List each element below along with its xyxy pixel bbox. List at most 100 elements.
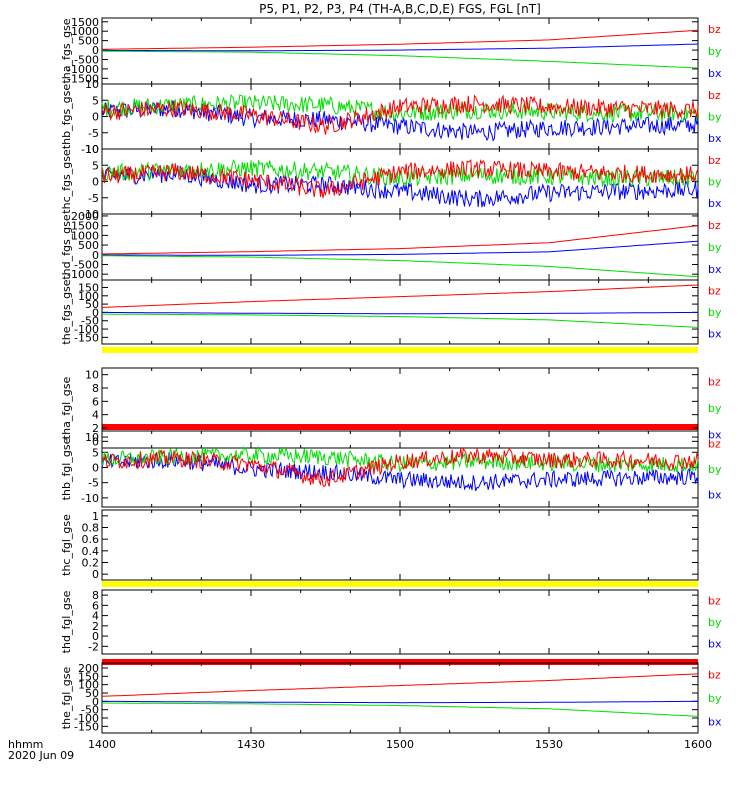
legend-bx: bx [708,327,722,340]
y-tick-label: -150 [74,720,99,733]
y-tick-label: 0 [92,435,99,448]
y-tick-label: -5 [88,127,99,140]
y-tick-label: 6 [92,599,99,612]
y-tick-label: 0 [92,695,99,708]
legend-by: by [708,111,722,124]
y-tick-label: -100 [74,323,99,336]
series-bz-line [101,29,699,50]
time-axis-label: hhmm [8,738,43,751]
y-tick-label: 10 [85,143,99,156]
y-tick-label: 0 [92,568,99,581]
y-tick-label: 0.4 [82,545,100,558]
legend-bz: bz [708,154,721,167]
legend-by: by [708,463,722,476]
series-by-line [102,313,699,328]
divider-bar [102,581,698,587]
y-tick-label: 0 [92,630,99,643]
panel-frame [101,279,699,345]
time-tick-labels: 1400 1430 1500 1530 1600 [88,738,712,751]
y-tick-label: 0 [92,306,99,319]
y-axis-label: thb_fgs_gse [60,84,73,150]
legend-bz: bz [708,219,721,232]
y-tick-label: -10 [81,492,99,505]
y-tick-label: -1500 [67,72,99,85]
y-tick-label: -500 [74,53,99,66]
legend-bx: bx [708,197,722,210]
y-tick-label: -150 [74,331,99,344]
y-tick-label: 2000 [71,210,99,223]
divider-bar [102,424,698,430]
divider-bar [102,347,698,353]
y-tick-label: 0 [92,44,99,57]
y-tick-label: -50 [81,315,99,328]
y-tick-label: 200 [78,662,99,675]
panel-thc_fgs_gse: 10 5 0 -5 -10 thc_fgs_gse bz by bx [60,143,722,221]
y-tick-label: 1500 [71,220,99,233]
y-tick-label: 8 [92,589,99,602]
y-tick-label: 4 [92,610,99,623]
y-axis-label: tha_fgl_gse [60,377,73,440]
y-tick-label: -1000 [67,268,99,281]
legend-bx: bx [708,488,722,501]
y-axis-label: the_fgl_gse [60,667,73,730]
legend-by: by [708,241,722,254]
y-tick-label: 50 [85,298,99,311]
series-by-line [101,445,699,473]
y-tick-label: 0 [92,249,99,262]
legend-bx: bx [708,132,722,145]
y-tick-label: 0.6 [82,533,100,546]
series-bx-line [101,165,699,208]
legend-bz: bz [708,438,721,451]
y-tick-label: 5 [92,159,99,172]
legend-by: by [708,306,722,319]
series-bz-line [101,94,699,135]
panel-thc_fgl_gse: 10.80.60.40.20 thc_fgl_gse [60,509,699,581]
y-axis-label: thc_fgl_gse [60,514,73,576]
y-tick-label: 150 [78,281,99,294]
legend-bx: bx [708,429,722,442]
y-tick-label: 0.2 [82,557,100,570]
y-tick-label: 0.8 [82,522,100,535]
series-by-line [102,50,699,69]
y-tick-label: 2 [92,422,99,435]
y-tick-label: 10 [85,78,99,91]
y-axis-label: thd_fgs_gse [60,214,73,280]
y-tick-label: -100 [74,712,99,725]
legend-bz: bz [708,23,721,36]
y-tick-label: 10 [85,431,99,444]
y-tick-label: 100 [78,290,99,303]
series-bx-line [101,700,699,704]
y-tick-label: 8 [92,382,99,395]
y-tick-label: -5 [88,192,99,205]
series-bz-line [101,225,699,255]
series-bz-line [101,284,699,308]
y-tick-label: 2 [92,620,99,633]
y-axis-label: thc_fgs_gse [60,149,73,214]
y-tick-label: 500 [78,35,99,48]
y-tick-label: 50 [85,687,99,700]
time-tick-label: 1500 [386,738,414,751]
y-tick-label: 1000 [71,25,99,38]
chart-title: P5, P1, P2, P3, P4 (TH-A,B,C,D,E) FGS, F… [259,2,541,16]
y-tick-label: 0 [92,461,99,474]
series-by-line [102,702,699,717]
y-tick-label: 1000 [71,229,99,242]
y-tick-label: -2 [88,640,99,653]
y-tick-label: 0 [92,176,99,189]
legend-bz: bz [708,89,721,102]
series-bz-line [101,158,699,199]
legend-bx: bx [708,637,722,650]
panel-frame [101,509,699,581]
series-by-line [101,255,699,278]
series-bx-line [102,43,699,52]
legend-by: by [708,402,722,415]
y-axis-label: the_fgs_gse [60,279,73,344]
series-by-line [101,93,699,123]
series-bx-line [101,452,699,492]
y-tick-label: -500 [74,258,99,271]
